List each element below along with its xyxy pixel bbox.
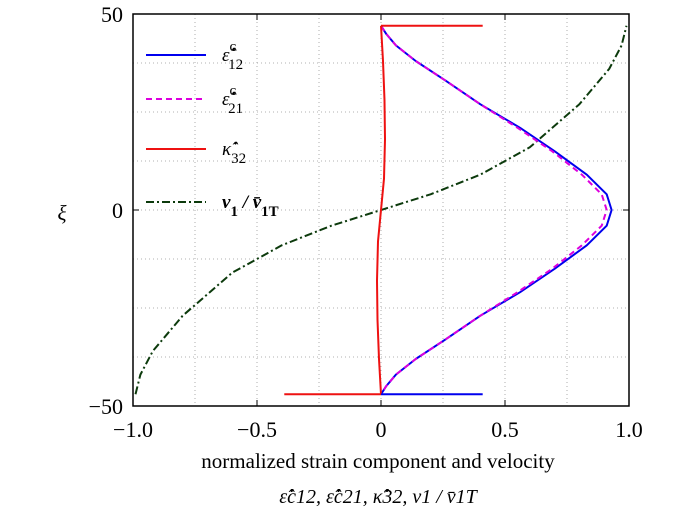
x-tick-label: −0.5 — [237, 417, 277, 442]
y-tick-label: −50 — [89, 394, 123, 419]
legend-label: κ̇̂32 — [222, 139, 246, 167]
x-tick-label: −1.0 — [113, 417, 153, 442]
tick-labels: −1.0 −0.5 0 0.5 1.0 −50 0 50 — [89, 2, 643, 442]
x-tick-label: 0 — [376, 417, 387, 442]
x-axis-label: normalized strain component and velocity — [201, 449, 555, 473]
legend-label: ε̇̂c 12 — [222, 39, 243, 73]
series-lines — [134, 24, 628, 396]
x-tick-label: 1.0 — [615, 417, 643, 442]
series-line — [380, 25, 608, 395]
legend-label: v1 / v̄1T — [222, 192, 279, 220]
x-tick-label: 0.5 — [491, 417, 519, 442]
y-axis-label: ξ — [58, 201, 67, 225]
tick-marks — [132, 13, 630, 407]
x-axis-sublabel: ε̇̂c12, ε̇̂c21, κ̇̂32, v1 / v̄1T — [279, 486, 478, 508]
y-tick-label: 50 — [101, 2, 123, 27]
series-line — [376, 25, 386, 395]
y-tick-label: 0 — [112, 198, 123, 223]
